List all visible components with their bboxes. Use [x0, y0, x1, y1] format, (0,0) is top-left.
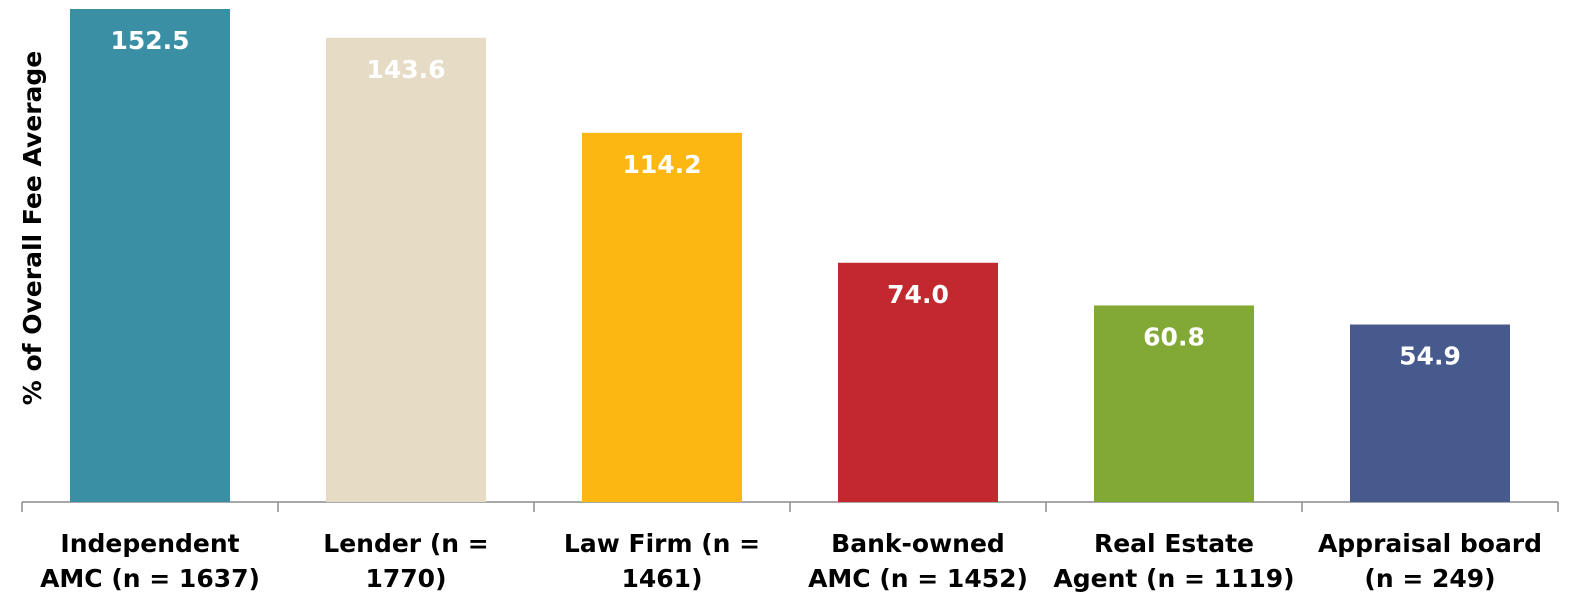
x-tick-label: Law Firm (n = 1461) — [564, 529, 760, 593]
bar — [1350, 324, 1510, 502]
y-axis-label: % of Overall Fee Average — [18, 51, 47, 406]
bar — [70, 9, 230, 502]
value-label: 74.0 — [887, 280, 949, 309]
x-tick-label: Appraisal board (n = 249) — [1318, 529, 1542, 593]
value-label: 54.9 — [1399, 342, 1461, 371]
bar — [582, 132, 742, 502]
x-tick-label: Bank-owned AMC (n = 1452) — [808, 529, 1028, 593]
value-label: 114.2 — [622, 150, 701, 179]
bar — [838, 262, 998, 502]
value-label: 152.5 — [110, 26, 189, 55]
x-tick-label: Independent AMC (n = 1637) — [40, 529, 260, 593]
x-tick-label: Lender (n = 1770) — [323, 529, 488, 593]
bar — [326, 37, 486, 503]
bar — [1094, 305, 1254, 502]
x-tick-label: Real Estate Agent (n = 1119) — [1053, 529, 1294, 593]
value-label: 60.8 — [1143, 322, 1205, 351]
value-label: 143.6 — [366, 55, 445, 84]
